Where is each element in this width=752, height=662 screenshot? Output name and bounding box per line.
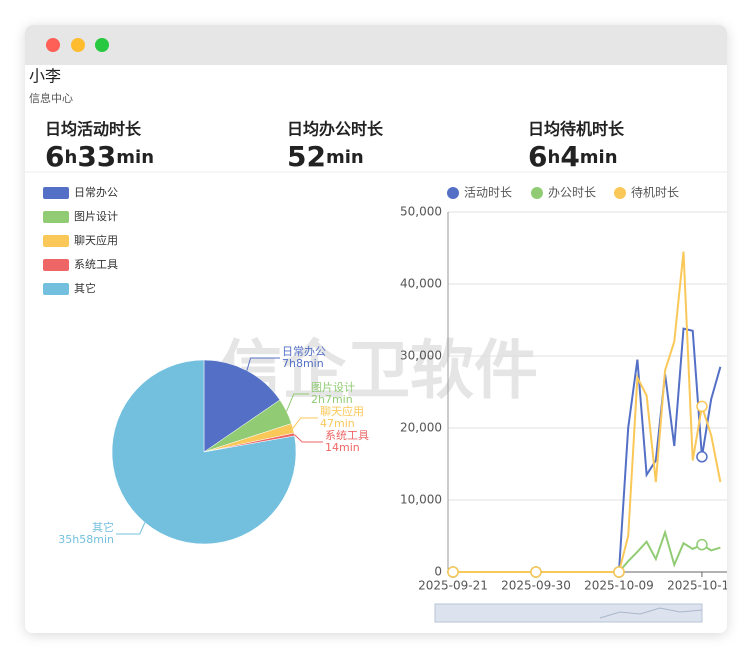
pie-value-label: 35h58min bbox=[58, 533, 114, 546]
point-marker bbox=[696, 538, 708, 551]
label-line bbox=[293, 434, 323, 443]
legend-swatch bbox=[43, 259, 69, 271]
minimize-button[interactable] bbox=[71, 38, 85, 52]
pie-label: 聊天应用 bbox=[320, 404, 364, 418]
legend-swatch bbox=[43, 211, 69, 223]
legend-label: 日常办公 bbox=[74, 186, 118, 199]
legend-swatch bbox=[43, 235, 69, 247]
line-series bbox=[453, 251, 722, 573]
legend-marker bbox=[447, 187, 459, 199]
point-marker bbox=[530, 566, 542, 578]
legend-marker bbox=[614, 187, 626, 199]
y-tick-label: 50,000 bbox=[400, 205, 442, 219]
legend-label: 待机时长 bbox=[631, 186, 679, 200]
x-tick-label: 2025-09-30 bbox=[501, 579, 571, 593]
pie-label: 图片设计 bbox=[311, 381, 355, 394]
pie-value-label: 2h7min bbox=[311, 393, 353, 406]
pie-slice bbox=[111, 359, 297, 545]
window-content: 小李 信息中心 信企卫软件 日均活动时长6h33min日均办公时长52min日均… bbox=[25, 25, 737, 623]
pie-value-label: 14min bbox=[325, 441, 360, 454]
label-line bbox=[286, 393, 309, 412]
point-marker bbox=[696, 400, 708, 413]
stat-value-part: 6 bbox=[528, 140, 547, 173]
legend-swatch bbox=[43, 187, 69, 199]
stat-value-part: min bbox=[580, 147, 618, 168]
y-tick-label: 0 bbox=[434, 565, 442, 579]
legend-label: 系统工具 bbox=[74, 258, 118, 271]
pie-label: 系统工具 bbox=[325, 429, 369, 442]
stat-value: 52min bbox=[287, 140, 364, 173]
zoom-slider[interactable] bbox=[434, 603, 703, 623]
pie-value-label: 7h8min bbox=[282, 357, 324, 370]
legend-label: 聊天应用 bbox=[74, 233, 118, 247]
legend-label: 办公时长 bbox=[548, 185, 596, 200]
point-marker bbox=[447, 566, 459, 578]
zoom-preview bbox=[599, 607, 703, 619]
stat-value-part: h bbox=[64, 147, 77, 168]
maximize-button[interactable] bbox=[95, 38, 109, 52]
y-tick-label: 30,000 bbox=[400, 349, 442, 363]
point-marker bbox=[613, 566, 625, 578]
stat-label: 日均活动时长 bbox=[45, 120, 142, 139]
pie-label: 日常办公 bbox=[282, 345, 326, 358]
legend-marker bbox=[531, 187, 543, 199]
stat-value: 6h4min bbox=[528, 140, 618, 173]
x-tick-label: 2025-10-18 bbox=[667, 579, 737, 593]
label-line bbox=[292, 417, 318, 429]
stat-value-part: 4 bbox=[560, 140, 579, 173]
title-bar bbox=[25, 25, 727, 65]
stat-value-part: min bbox=[116, 147, 154, 168]
pie-value-label: 47min bbox=[320, 417, 355, 430]
stat-label: 日均待机时长 bbox=[528, 120, 625, 139]
y-tick-label: 40,000 bbox=[400, 277, 442, 291]
legend-label: 活动时长 bbox=[464, 186, 512, 200]
x-tick-label: 2025-09-21 bbox=[418, 579, 488, 593]
stat-value-part: 6 bbox=[45, 140, 64, 173]
pie-label: 其它 bbox=[92, 520, 114, 534]
label-line bbox=[116, 522, 146, 535]
legend-label: 图片设计 bbox=[74, 210, 118, 223]
point-marker bbox=[696, 451, 708, 463]
y-tick-label: 10,000 bbox=[400, 493, 442, 507]
legend-swatch bbox=[43, 283, 69, 295]
subtitle: 信息中心 bbox=[29, 91, 73, 105]
stat-value-part: min bbox=[326, 147, 364, 168]
stat-value-part: 33 bbox=[77, 140, 116, 173]
legend-label: 其它 bbox=[74, 281, 96, 295]
x-tick-label: 2025-10-09 bbox=[584, 579, 654, 593]
stat-value: 6h33min bbox=[45, 140, 154, 173]
stat-label: 日均办公时长 bbox=[287, 120, 384, 139]
y-tick-label: 20,000 bbox=[400, 421, 442, 435]
label-line bbox=[246, 357, 280, 371]
stat-value-part: 52 bbox=[287, 140, 326, 173]
stat-value-part: h bbox=[547, 147, 560, 168]
user-name: 小李 bbox=[29, 67, 61, 86]
close-button[interactable] bbox=[46, 38, 60, 52]
